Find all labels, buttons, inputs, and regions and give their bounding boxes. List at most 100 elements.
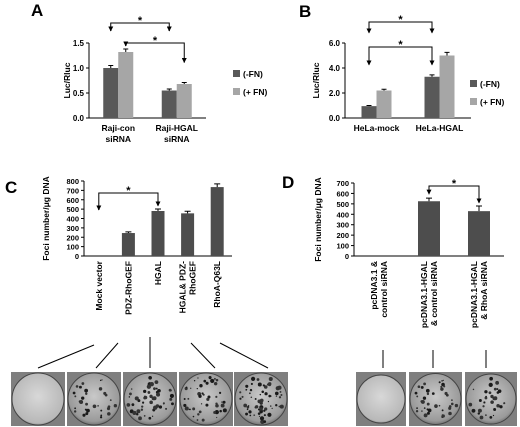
connector-line xyxy=(37,344,95,369)
colony-dot xyxy=(79,385,82,389)
colony-dot xyxy=(477,412,481,415)
x-tick-label: HGAL& PDZ- xyxy=(178,261,188,314)
colony-dot xyxy=(438,381,441,384)
colony-dot xyxy=(154,380,159,384)
bar xyxy=(376,90,392,118)
panel-b-chart: 0.0 2.0 4.0 6.0 Luc/Rluc HeLa-mock HeLa-HGAL (-… xyxy=(311,14,504,133)
colony-dot xyxy=(270,405,272,407)
colony-dot xyxy=(263,414,266,417)
colony-dot xyxy=(215,378,219,382)
y-tick-label: 800 xyxy=(66,177,79,186)
colony-dot xyxy=(97,405,99,407)
legend-label: (-FN) xyxy=(480,79,500,89)
error-bar xyxy=(444,51,450,56)
y-tick-label: 4.0 xyxy=(329,64,341,73)
colony-dot xyxy=(74,407,77,410)
colony-dot xyxy=(245,384,249,388)
colony-dot xyxy=(253,414,256,417)
colony-dot xyxy=(239,391,242,394)
colony-dot xyxy=(499,405,503,409)
colony-dot xyxy=(493,408,497,412)
colony-dot xyxy=(443,385,446,388)
colony-dot xyxy=(98,387,103,391)
y-tick-label: 300 xyxy=(66,224,79,233)
y-tick-label: 100 xyxy=(336,242,349,251)
y-axis-label: Luc/Rluc xyxy=(62,62,72,98)
x-tick-label: HGAL xyxy=(153,261,163,285)
colony-dot xyxy=(441,380,443,382)
colony-dot xyxy=(149,381,154,387)
colony-dot xyxy=(448,411,452,416)
y-tick-label: 6.0 xyxy=(329,39,341,48)
colony-dot xyxy=(442,379,444,381)
colony-dot xyxy=(245,412,248,416)
colony-dot xyxy=(99,379,102,382)
colony-dot xyxy=(417,385,421,389)
colony-dot xyxy=(241,395,244,398)
colony-dot xyxy=(421,410,423,412)
colony-dot xyxy=(468,402,473,407)
error-bar xyxy=(181,82,187,84)
colony-dot xyxy=(113,404,118,408)
colony-dot xyxy=(130,388,133,390)
error-bar xyxy=(184,210,191,214)
colony-dot xyxy=(275,404,278,407)
y-tick-label: 600 xyxy=(336,189,349,198)
colony-dot xyxy=(147,391,151,394)
y-tick-label: 0 xyxy=(345,252,349,261)
colony-dot xyxy=(165,407,168,410)
colony-dot xyxy=(264,392,268,396)
colony-dot xyxy=(255,405,259,409)
colony-dot xyxy=(101,379,103,381)
colony-dot xyxy=(250,396,253,399)
y-tick-label: 400 xyxy=(336,210,349,219)
colony-dot xyxy=(263,420,267,424)
colony-dot xyxy=(261,390,265,394)
a-bracket-inner-star: * xyxy=(153,35,158,47)
bar xyxy=(121,233,135,256)
colony-dot xyxy=(183,403,187,407)
colony-dot xyxy=(79,400,84,404)
colony-dot xyxy=(426,402,430,406)
colony-dot xyxy=(85,402,88,406)
colony-dot xyxy=(131,403,135,407)
colony-dot xyxy=(168,388,172,392)
colony-dot xyxy=(210,378,215,384)
colony-dot xyxy=(171,402,174,406)
colony-dot xyxy=(263,385,268,389)
colony-dot xyxy=(183,397,186,400)
colony-dot xyxy=(208,376,212,380)
colony-dot xyxy=(420,385,424,389)
colony-dot xyxy=(246,408,249,411)
colony-dot xyxy=(109,399,112,401)
colony-dot xyxy=(162,403,165,405)
colony-dot xyxy=(222,408,227,413)
colony-dot xyxy=(426,411,430,415)
colony-dot xyxy=(192,415,195,418)
colony-dot xyxy=(215,395,218,398)
colony-dot xyxy=(100,414,103,417)
colony-dot xyxy=(143,395,148,400)
colony-dot xyxy=(485,414,487,417)
y-axis-label: Foci number/μg DNA xyxy=(41,176,51,261)
colony-dot xyxy=(141,405,144,408)
colony-dot xyxy=(190,387,192,389)
colony-dot xyxy=(153,387,156,391)
colony-dot xyxy=(132,410,137,416)
colony-dot xyxy=(100,409,103,412)
colony-dot xyxy=(126,403,131,407)
y-tick-label: 500 xyxy=(336,200,349,209)
colony-dot xyxy=(92,404,97,409)
y-tick-label: 700 xyxy=(336,179,349,188)
colony-dot xyxy=(247,405,250,407)
colony-dot xyxy=(129,392,132,396)
colony-dot xyxy=(448,406,452,410)
colony-dot xyxy=(201,392,204,395)
colony-dot xyxy=(245,389,247,391)
colony-dot xyxy=(423,407,426,409)
panel-d-dish-photos xyxy=(356,350,517,426)
colony-dot xyxy=(496,388,499,390)
x-tick-label: & RhoA siRNA xyxy=(479,261,489,320)
colony-dot xyxy=(431,392,435,395)
error-bar xyxy=(123,48,129,52)
